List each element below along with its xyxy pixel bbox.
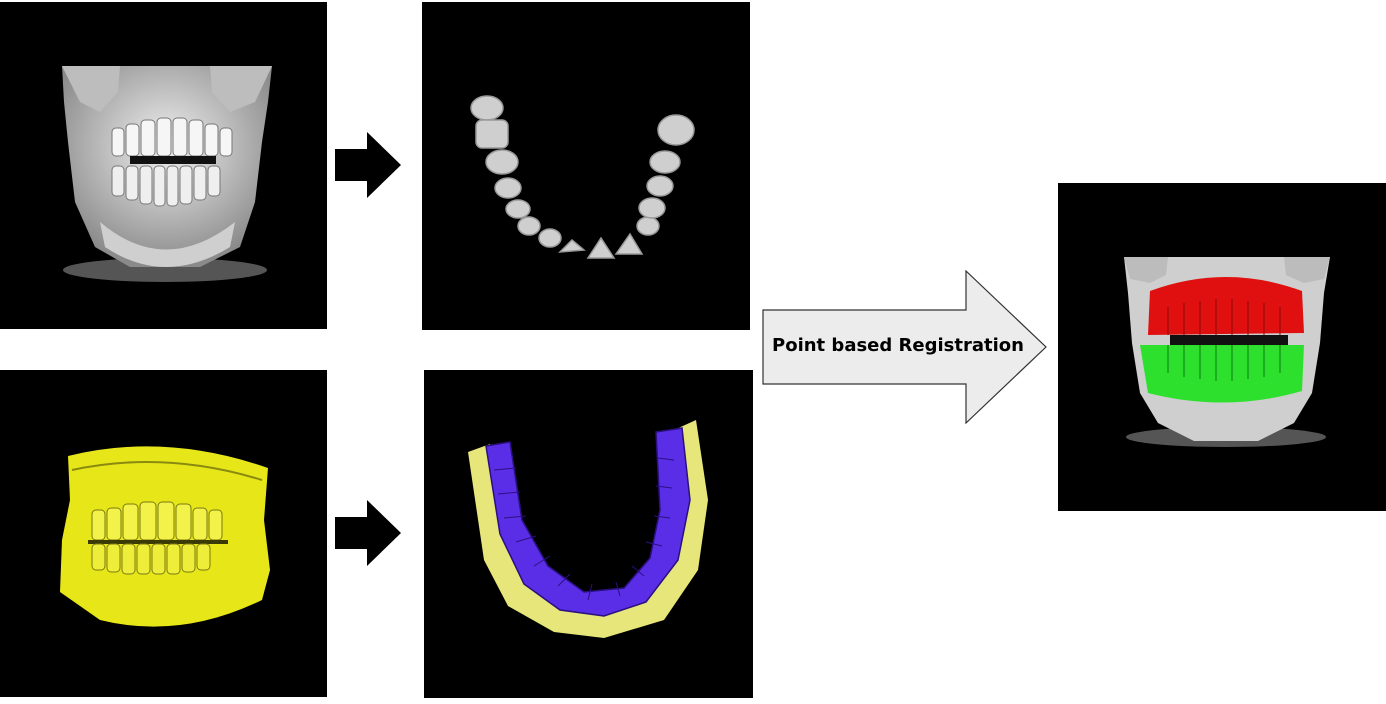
scan-arch-panel bbox=[424, 370, 753, 698]
right-arrow-icon bbox=[335, 132, 401, 198]
registered-skull-red-green-icon bbox=[1124, 257, 1330, 447]
registered-result-panel bbox=[1058, 183, 1386, 511]
right-arrow-icon bbox=[335, 500, 401, 566]
ct-skull-volume-icon bbox=[62, 66, 272, 282]
purple-teeth-on-yellow-arch-icon bbox=[468, 420, 708, 638]
yellow-dental-scan-icon bbox=[60, 446, 270, 627]
ct-skull-panel bbox=[0, 2, 327, 329]
ct-segmented-teeth-icon bbox=[470, 95, 695, 259]
ct-teeth-arch-panel bbox=[422, 2, 750, 330]
registration-arrow-icon bbox=[762, 270, 1047, 424]
registration-label: Point based Registration bbox=[772, 335, 1024, 356]
dental-scan-panel bbox=[0, 370, 327, 697]
